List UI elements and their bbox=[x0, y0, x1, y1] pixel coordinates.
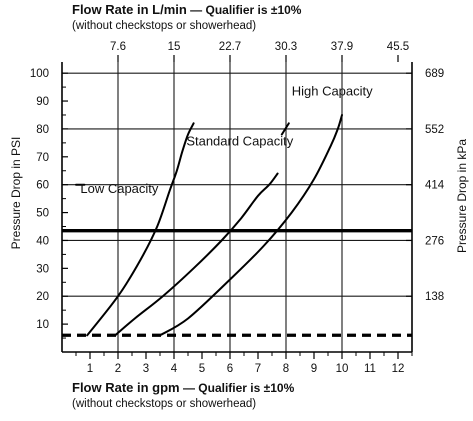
top-axis-title-qualifier: — Qualifier is ±10% bbox=[187, 3, 302, 17]
bottom-tick-label-3: 3 bbox=[143, 363, 149, 375]
top-tick-label-15: 15 bbox=[168, 41, 181, 53]
series-line-low-capacity bbox=[86, 122, 195, 337]
series-line-high-capacity bbox=[159, 114, 343, 337]
right-tick-label-689: 689 bbox=[425, 68, 444, 80]
top-axis-title-bold: Flow Rate in L/min bbox=[72, 2, 187, 17]
top-axis-title: Flow Rate in L/min — Qualifier is ±10% bbox=[72, 2, 302, 17]
series-label-low-capacity: Low Capacity bbox=[80, 181, 159, 196]
left-axis-title: Pressure Drop in PSI bbox=[9, 137, 23, 250]
left-tick-label-40: 40 bbox=[36, 235, 49, 247]
top-tick-label-37.9: 37.9 bbox=[331, 41, 353, 53]
bottom-axis-title: Flow Rate in gpm — Qualifier is ±10% bbox=[72, 380, 295, 395]
top-tick-label-45.5: 45.5 bbox=[387, 41, 409, 53]
left-tick-label-30: 30 bbox=[36, 263, 49, 275]
bottom-axis-title-qualifier: — Qualifier is ±10% bbox=[180, 381, 295, 395]
bottom-tick-label-11: 11 bbox=[364, 363, 376, 375]
left-tick-label-50: 50 bbox=[36, 208, 49, 220]
bottom-tick-label-5: 5 bbox=[199, 363, 205, 375]
bottom-axis-subtitle: (without checkstops or showerhead) bbox=[72, 398, 256, 410]
bottom-tick-label-4: 4 bbox=[171, 363, 178, 375]
right-tick-label-414: 414 bbox=[425, 180, 445, 192]
right-axis-title: Pressure Drop in kPa bbox=[455, 139, 469, 253]
series-layer bbox=[75, 114, 343, 337]
bottom-tick-label-1: 1 bbox=[87, 363, 93, 375]
top-tick-label-7.6: 7.6 bbox=[110, 41, 126, 53]
left-tick-label-20: 20 bbox=[36, 291, 49, 303]
top-tick-label-30.3: 30.3 bbox=[275, 41, 297, 53]
bottom-tick-label-9: 9 bbox=[311, 363, 317, 375]
bottom-tick-label-12: 12 bbox=[392, 363, 405, 375]
bottom-tick-label-6: 6 bbox=[227, 363, 233, 375]
right-tick-label-138: 138 bbox=[425, 291, 444, 303]
left-tick-label-10: 10 bbox=[36, 319, 49, 331]
left-tick-label-70: 70 bbox=[36, 152, 49, 164]
right-tick-label-276: 276 bbox=[425, 235, 444, 247]
bottom-tick-label-8: 8 bbox=[283, 363, 289, 375]
right-tick-label-552: 552 bbox=[425, 124, 444, 136]
left-tick-label-100: 100 bbox=[30, 68, 49, 80]
series-line-standard-capacity bbox=[114, 172, 279, 337]
top-axis-subtitle: (without checkstops or showerhead) bbox=[72, 20, 256, 32]
bottom-tick-label-7: 7 bbox=[255, 363, 261, 375]
left-tick-label-90: 90 bbox=[36, 96, 49, 108]
bottom-tick-label-2: 2 bbox=[115, 363, 121, 375]
left-tick-label-60: 60 bbox=[36, 180, 49, 192]
bottom-axis-title-bold: Flow Rate in gpm bbox=[72, 380, 180, 395]
series-stub-standard-capacity bbox=[280, 122, 290, 136]
top-tick-label-22.7: 22.7 bbox=[219, 41, 241, 53]
grid-layer bbox=[62, 62, 412, 352]
series-label-standard-capacity: Standard Capacity bbox=[186, 134, 293, 149]
bottom-tick-label-10: 10 bbox=[336, 363, 349, 375]
series-label-high-capacity: High Capacity bbox=[292, 83, 373, 98]
left-tick-label-80: 80 bbox=[36, 124, 49, 136]
reference-lines-layer bbox=[62, 229, 412, 337]
axes-frame-layer bbox=[61, 55, 413, 359]
